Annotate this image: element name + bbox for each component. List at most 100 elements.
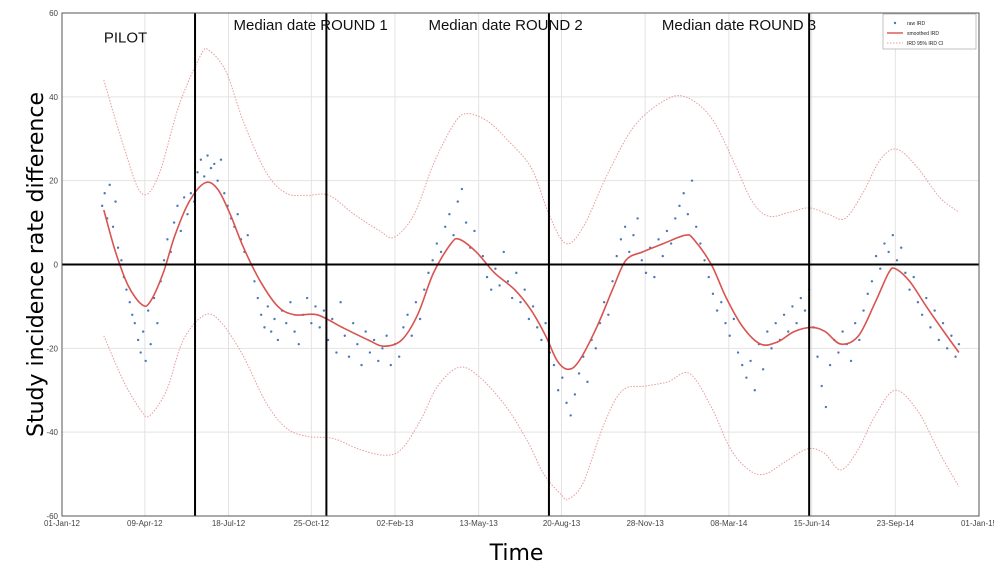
raw-ird-point bbox=[406, 313, 409, 316]
raw-ird-point bbox=[619, 238, 623, 241]
raw-ird-point bbox=[904, 271, 907, 275]
raw-ird-point bbox=[166, 238, 169, 241]
raw-ird-point bbox=[799, 296, 802, 300]
raw-ird-point bbox=[954, 355, 957, 358]
raw-ird-point bbox=[669, 242, 673, 245]
raw-ird-point bbox=[377, 359, 380, 363]
x-tick-label: 09-Apr-12 bbox=[127, 519, 163, 528]
raw-ird-point bbox=[674, 217, 677, 220]
raw-ird-point bbox=[139, 351, 142, 354]
legend-swatch bbox=[893, 21, 897, 25]
raw-ird-point bbox=[179, 229, 183, 233]
raw-ird-point bbox=[753, 389, 756, 392]
raw-ird-point bbox=[531, 305, 535, 308]
raw-ird-point bbox=[176, 204, 179, 208]
raw-ird-point bbox=[381, 347, 384, 350]
raw-ird-point bbox=[318, 326, 321, 329]
raw-ird-point bbox=[266, 305, 270, 308]
raw-ird-point bbox=[131, 313, 134, 316]
raw-ird-point bbox=[849, 359, 853, 363]
raw-ird-point bbox=[273, 317, 276, 321]
raw-ird-point bbox=[523, 288, 526, 291]
raw-ird-point bbox=[941, 321, 945, 325]
raw-ird-point bbox=[824, 405, 828, 409]
raw-ird-point bbox=[263, 326, 266, 329]
x-tick-label: 15-Jun-14 bbox=[794, 519, 831, 528]
raw-ird-point bbox=[203, 175, 206, 178]
raw-ird-point bbox=[149, 342, 152, 346]
y-tick-label: 40 bbox=[49, 93, 58, 102]
raw-ird-point bbox=[481, 254, 485, 258]
raw-ird-point bbox=[293, 330, 296, 333]
raw-ird-point bbox=[912, 275, 915, 279]
raw-ird-point bbox=[431, 259, 434, 262]
raw-ird-point bbox=[623, 225, 627, 228]
raw-ird-point bbox=[657, 238, 660, 241]
raw-ird-point bbox=[690, 179, 694, 182]
raw-ird-point bbox=[870, 280, 874, 283]
raw-ird-point bbox=[364, 330, 367, 333]
raw-ird-point bbox=[615, 254, 618, 258]
x-tick-label: 02-Feb-13 bbox=[377, 519, 414, 528]
raw-ird-point bbox=[920, 313, 924, 316]
raw-ird-point bbox=[682, 192, 685, 195]
raw-ird-point bbox=[536, 326, 539, 329]
raw-ird-point bbox=[502, 250, 505, 254]
raw-ird-point bbox=[866, 292, 869, 296]
raw-ird-point bbox=[665, 229, 669, 233]
annotation-label: Median date ROUND 2 bbox=[428, 17, 582, 34]
legend-entry: smoothed IRD bbox=[907, 31, 939, 37]
x-tick-label: 18-Jul-12 bbox=[212, 519, 246, 528]
raw-ird-point bbox=[213, 162, 216, 166]
raw-ird-point bbox=[636, 217, 639, 220]
raw-ird-point bbox=[427, 271, 430, 275]
raw-ird-point bbox=[485, 275, 489, 279]
raw-ird-point bbox=[695, 225, 698, 228]
raw-ird-point bbox=[879, 267, 882, 270]
annotation-label: Median date ROUND 1 bbox=[234, 17, 388, 34]
raw-ird-point bbox=[544, 321, 547, 325]
raw-ird-point bbox=[494, 267, 497, 270]
raw-ird-point bbox=[862, 309, 865, 312]
raw-ird-point bbox=[246, 233, 249, 237]
ci-upper-line bbox=[103, 47, 960, 245]
x-tick-label: 13-May-13 bbox=[460, 519, 499, 528]
raw-ird-point bbox=[741, 363, 744, 367]
raw-ird-point bbox=[414, 301, 418, 304]
raw-ird-point bbox=[186, 213, 189, 216]
x-axis-label: Time bbox=[489, 541, 544, 566]
raw-ird-point bbox=[189, 192, 193, 195]
raw-ird-point bbox=[418, 317, 422, 321]
raw-ird-point bbox=[464, 221, 468, 224]
raw-ird-point bbox=[937, 338, 941, 342]
raw-ird-point bbox=[439, 250, 443, 254]
raw-ird-point bbox=[728, 334, 731, 337]
raw-ird-point bbox=[456, 200, 459, 203]
raw-ird-point bbox=[351, 321, 355, 325]
x-tick-label: 01-Jan-15 bbox=[961, 519, 994, 528]
raw-ird-point bbox=[216, 179, 219, 182]
raw-ird-point bbox=[653, 275, 656, 279]
raw-ird-point bbox=[236, 213, 239, 216]
ci-lower-line bbox=[103, 313, 960, 501]
raw-ird-point bbox=[925, 296, 928, 300]
y-axis-label: Study incidence rate difference bbox=[24, 92, 49, 437]
raw-ird-point bbox=[423, 288, 426, 291]
raw-ird-point bbox=[661, 254, 664, 258]
raw-ird-point bbox=[766, 330, 769, 333]
annotation-label: Median date ROUND 3 bbox=[662, 17, 816, 34]
y-axis-ticks: -60 -40 -20 0 20 40 60 bbox=[46, 9, 58, 521]
raw-ird-point bbox=[745, 376, 748, 379]
legend-box bbox=[882, 13, 977, 50]
raw-ird-point bbox=[770, 347, 773, 350]
raw-ird-point bbox=[908, 288, 911, 291]
raw-ird-point bbox=[929, 326, 932, 329]
legend: raw IRD smoothed IRD IRD 95% IRD CI bbox=[882, 13, 977, 50]
raw-ird-point bbox=[565, 401, 568, 405]
raw-ird-point bbox=[368, 351, 372, 354]
raw-ird-point bbox=[703, 259, 706, 262]
raw-ird-point bbox=[602, 301, 606, 304]
raw-ird-point bbox=[402, 326, 405, 329]
raw-ird-point bbox=[133, 321, 136, 325]
raw-ird-point bbox=[569, 414, 572, 417]
